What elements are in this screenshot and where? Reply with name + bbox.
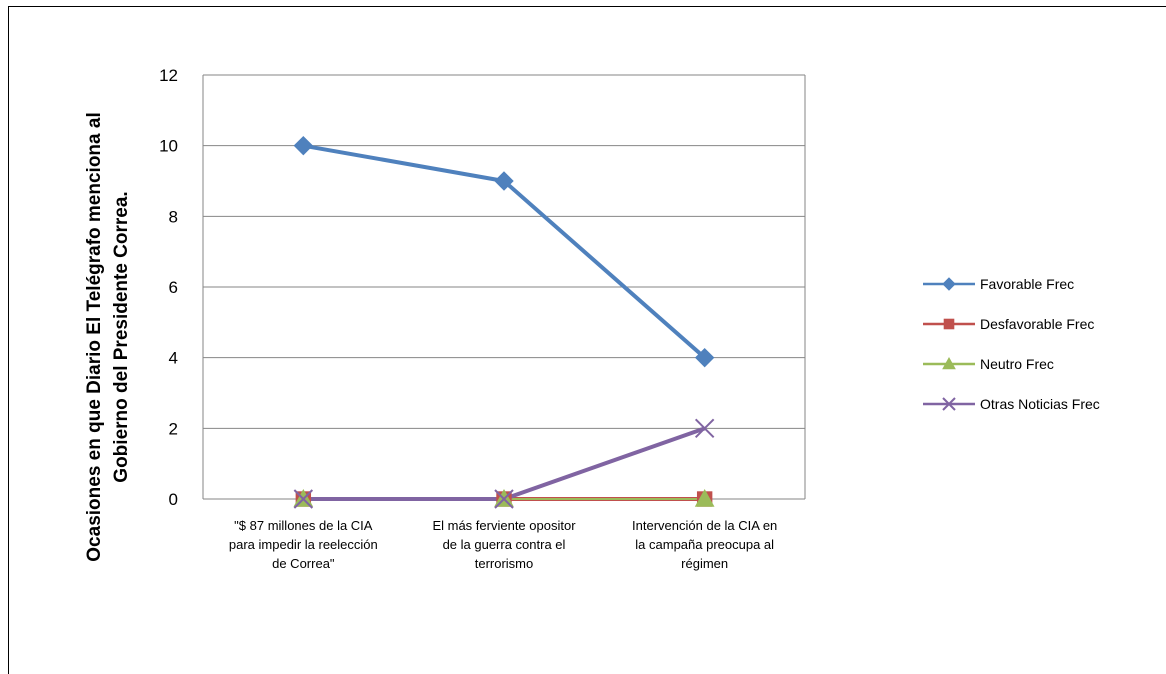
- series-1-point: [293, 135, 314, 156]
- y-tick-label: 0: [169, 490, 178, 509]
- gridlines: [202, 74, 806, 500]
- x-category-label: para impedir la reelección: [229, 537, 378, 552]
- series-3-point: [694, 488, 715, 507]
- y-axis-label-line: Gobierno del Presidente Correa.: [111, 191, 132, 482]
- y-axis-label: Ocasiones en que Diario El Telégrafo men…: [84, 112, 132, 561]
- legend-label-2: Desfavorable Frec: [980, 316, 1094, 332]
- series-4-point: [694, 418, 715, 439]
- legend-label-1: Favorable Frec: [980, 276, 1074, 292]
- y-tick-label: 8: [169, 207, 178, 226]
- y-axis-label-line: Ocasiones en que Diario El Telégrafo men…: [84, 112, 105, 561]
- x-category-label: El más ferviente opositor: [432, 518, 576, 533]
- legend-label-4: Otras Noticias Frec: [980, 396, 1100, 412]
- series-4-point: [494, 489, 514, 509]
- y-tick-label: 10: [159, 137, 178, 156]
- series-1-point: [694, 347, 715, 368]
- x-axis-categories: "$ 87 millones de la CIA para impedir la …: [229, 518, 777, 571]
- series-1-point: [494, 171, 514, 191]
- series-lines: [293, 135, 715, 509]
- series-4-point: [293, 489, 314, 509]
- x-category-label: "$ 87 millones de la CIA: [234, 518, 373, 533]
- legend-marker-4: [942, 397, 956, 411]
- x-category-label: régimen: [681, 556, 728, 571]
- x-category-label: de la guerra contra el: [443, 537, 566, 552]
- x-category-label: la campaña preocupa al: [635, 537, 774, 552]
- legend-marker-2: [943, 318, 955, 330]
- legend-label-3: Neutro Frec: [980, 356, 1054, 372]
- legend-marker-3: [942, 356, 956, 370]
- y-tick-label: 2: [169, 419, 178, 438]
- frame-border-left: [8, 6, 9, 674]
- frame-border-top: [8, 6, 1166, 7]
- x-category-label: de Correa": [272, 556, 335, 571]
- series-line-4: [303, 426, 706, 501]
- legend: Favorable Frec Desfavorable Frec Neutro Fr…: [923, 276, 1100, 412]
- y-tick-label: 12: [159, 66, 178, 85]
- legend-marker-1: [942, 277, 956, 291]
- y-tick-label: 6: [169, 278, 178, 297]
- x-category-label: terrorismo: [475, 556, 534, 571]
- y-axis-ticks: 0 2 4 6 8 10 12: [159, 66, 178, 509]
- x-category-label: Intervención de la CIA en: [632, 518, 777, 533]
- y-tick-label: 4: [169, 349, 178, 368]
